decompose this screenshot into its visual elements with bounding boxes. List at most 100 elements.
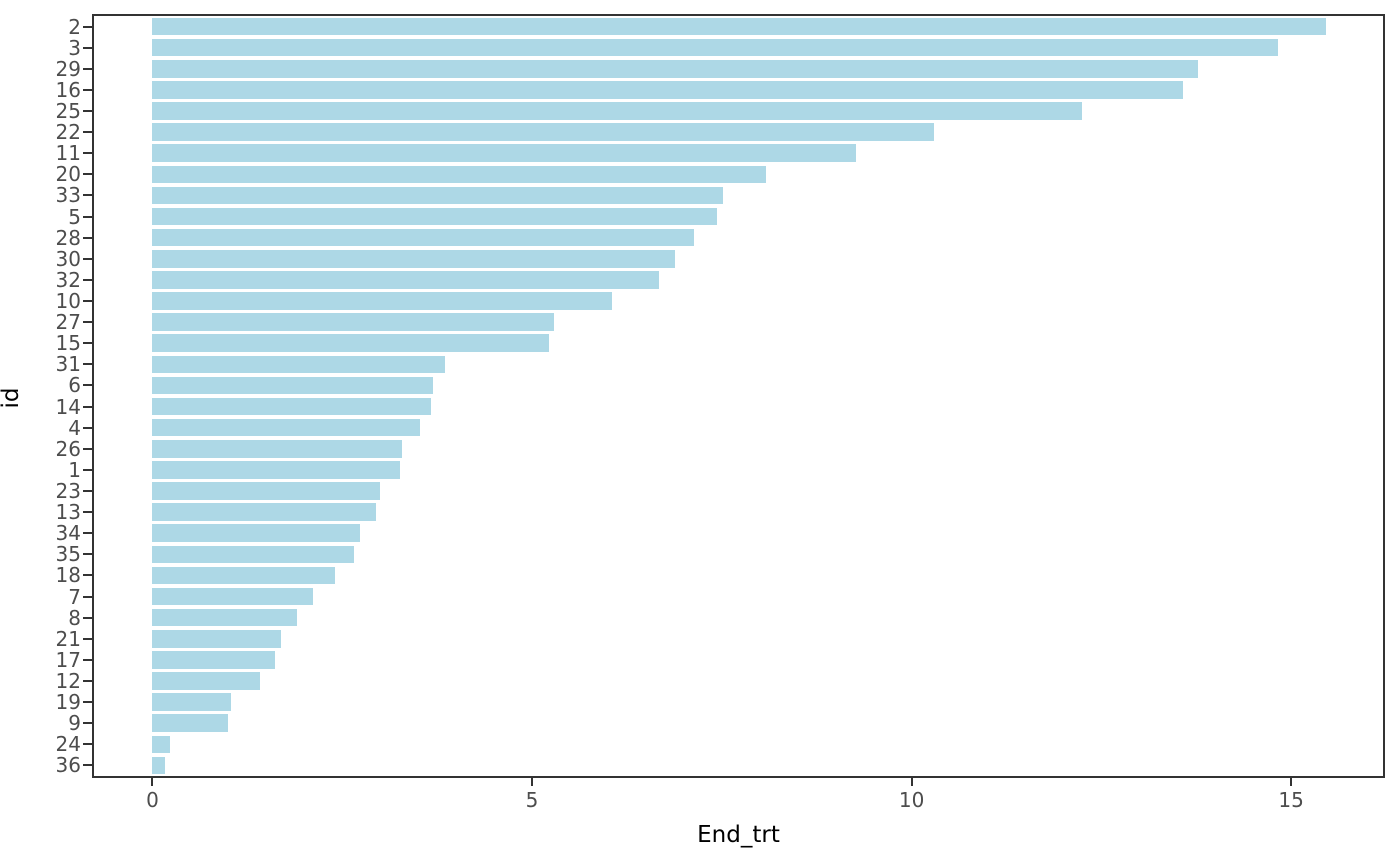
y-tick-label: 20 [55, 162, 81, 187]
y-tick [83, 110, 92, 112]
bar-id-8 [152, 608, 298, 627]
y-tick [83, 278, 92, 281]
y-tick-label: 4 [68, 415, 81, 440]
y-tick-label: 32 [55, 267, 81, 292]
y-tick [83, 236, 92, 239]
bar-id-31 [152, 355, 446, 374]
y-tick [83, 511, 92, 514]
y-tick-label: 14 [55, 394, 81, 419]
bar-id-23 [152, 482, 381, 500]
y-axis-title: id [0, 387, 24, 409]
bar-id-18 [152, 566, 335, 585]
y-tick [83, 447, 92, 450]
y-tick-label: 18 [55, 563, 81, 588]
y-tick [83, 257, 92, 260]
bar-id-1 [152, 461, 400, 479]
y-tick-label: 34 [55, 521, 81, 546]
y-tick [83, 194, 92, 197]
bar-id-13 [152, 503, 377, 521]
bar-id-2 [152, 17, 1327, 36]
bar-id-19 [152, 693, 232, 711]
bar-id-35 [152, 545, 354, 564]
y-tick [83, 342, 92, 345]
bar-id-6 [152, 376, 434, 395]
y-tick [83, 701, 92, 704]
bar-id-25 [152, 102, 1082, 120]
x-tick [151, 778, 154, 786]
y-tick-label: 36 [55, 753, 81, 778]
y-tick [83, 321, 92, 324]
y-tick [83, 764, 92, 767]
y-tick [83, 468, 92, 471]
x-tick-label: 15 [1278, 788, 1304, 812]
y-tick [83, 152, 92, 155]
y-tick-label: 19 [55, 690, 81, 715]
y-tick [83, 680, 92, 682]
y-tick-label: 25 [55, 99, 81, 123]
y-tick [83, 532, 92, 535]
y-tick-label: 15 [55, 331, 81, 356]
y-tick [83, 25, 92, 28]
bar-id-34 [152, 524, 360, 542]
y-tick-label: 35 [55, 542, 81, 567]
bar-id-29 [152, 60, 1198, 78]
y-tick-label: 22 [55, 120, 81, 145]
y-tick-label: 9 [68, 711, 81, 736]
y-tick-label: 23 [55, 479, 81, 503]
y-tick [83, 384, 92, 387]
y-tick-label: 11 [55, 141, 81, 166]
y-tick [83, 173, 92, 176]
bar-id-36 [152, 756, 166, 775]
y-tick-label: 8 [68, 605, 81, 630]
y-tick [83, 658, 92, 661]
bar-id-22 [152, 123, 935, 141]
y-tick [83, 722, 92, 725]
y-tick-label: 1 [68, 457, 81, 482]
y-tick [83, 743, 92, 746]
bar-id-21 [152, 630, 281, 648]
bar-id-26 [152, 440, 403, 458]
y-tick [83, 67, 92, 70]
y-tick [83, 637, 92, 640]
y-tick-label: 13 [55, 500, 81, 525]
y-tick-label: 24 [55, 732, 81, 757]
y-tick [83, 88, 92, 91]
bar-id-30 [152, 250, 675, 268]
y-tick-label: 10 [55, 289, 81, 313]
y-tick-label: 26 [55, 436, 81, 461]
bar-id-3 [152, 38, 1279, 57]
bar-id-4 [152, 418, 420, 437]
y-tick [83, 363, 92, 366]
y-tick-label: 31 [55, 352, 81, 377]
y-tick-label: 7 [68, 584, 81, 609]
y-tick [83, 616, 92, 619]
y-tick [83, 46, 92, 49]
y-tick [83, 553, 92, 556]
y-tick-label: 3 [68, 35, 81, 60]
bar-id-28 [152, 228, 694, 247]
y-tick-label: 16 [55, 77, 81, 102]
y-tick-label: 12 [55, 669, 81, 693]
y-tick-label: 33 [55, 183, 81, 208]
bar-id-20 [152, 165, 766, 184]
x-tick-label: 0 [146, 788, 159, 812]
x-tick [531, 778, 534, 786]
bar-id-14 [152, 397, 432, 416]
x-axis-title: End_trt [697, 822, 780, 848]
x-tick [1290, 778, 1293, 786]
x-tick-label: 10 [898, 788, 925, 812]
bar-id-24 [152, 735, 170, 754]
y-tick [83, 131, 92, 134]
y-tick-label: 30 [55, 246, 81, 271]
y-tick-label: 2 [68, 14, 81, 39]
y-tick-label: 6 [68, 373, 81, 398]
bar-id-12 [152, 672, 261, 690]
y-tick-label: 29 [55, 56, 81, 81]
y-tick [83, 490, 92, 492]
bar-id-33 [152, 186, 723, 205]
y-tick [83, 300, 92, 302]
y-tick [83, 215, 92, 218]
x-tick [910, 778, 913, 786]
bar-id-7 [152, 587, 313, 606]
